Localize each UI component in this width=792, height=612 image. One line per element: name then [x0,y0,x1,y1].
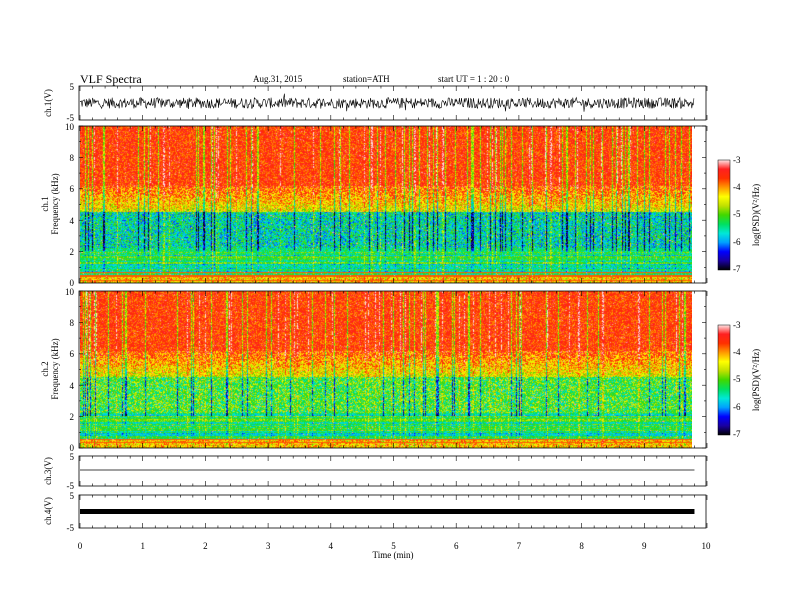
ch2-colorbar-label: log(PSD)(V²/Hz) [751,349,761,411]
xtick-label: 9 [642,541,647,551]
colorbar-tick: -3 [733,155,741,165]
xtick-label: 3 [266,541,271,551]
ch2-spec-ylabel: ch.2 Frequency (kHz) [40,338,60,399]
colorbar-tick: -4 [733,347,741,357]
ytick-label: 8 [70,318,75,328]
ch1-colorbar-swatch [717,159,731,271]
ytick-label: 8 [70,153,75,163]
ch2-spec-ytick-labels: 10 8 6 4 2 0 [65,287,75,453]
ytick-label: 5 [70,491,75,501]
ch3-wave-ylabel: ch.3(V) [43,457,53,485]
colorbar-tick: -6 [733,402,741,412]
colorbar-tick: -5 [733,374,741,384]
colorbar-tick: -7 [733,264,741,274]
xtick-labels: 0 1 2 3 4 5 6 7 8 9 10 [78,541,711,551]
x-axis-label: Time (min) [373,550,414,560]
date-label: Aug.31, 2015 [253,74,303,84]
colorbar-tick: -6 [733,237,741,247]
station-label: station=ATH [343,74,390,84]
ch1-spectrogram [80,126,692,283]
ytick-label: 0 [70,278,75,288]
ch1-spec-ylabel: ch.1 Frequency (kHz) [40,173,60,234]
ch2-spectrogram [80,291,692,448]
ytick-label: 4 [70,381,75,391]
ch1-spec-ylabel-line2: Frequency (kHz) [50,173,60,234]
xtick-label: 5 [391,541,396,551]
ytick-label: 10 [65,287,75,297]
ch3-wave-ytick-labels: 5 -5 [67,452,75,491]
ytick-label: 10 [65,122,75,132]
ch1-colorbar: -3 -4 -5 -6 -7 log(PSD)(V²/Hz) [717,155,761,274]
ch2-colorbar: -3 -4 -5 -6 -7 log(PSD)(V²/Hz) [717,320,761,439]
ch4-waveform [80,509,695,514]
ytick-label: 2 [70,412,75,422]
xtick-label: 1 [140,541,145,551]
ytick-label: 6 [70,349,75,359]
ytick-label: -5 [67,113,75,123]
xtick-label: 6 [454,541,459,551]
ch3-wave-panel [78,455,707,487]
xtick-label: 2 [203,541,208,551]
ch4-wave-ytick-labels: 5 -5 [67,491,75,533]
ytick-label: 2 [70,247,75,257]
ch1-wave-ylabel: ch.1(V) [43,89,53,117]
ch4-wave-panel [78,494,707,529]
xtick-label: 7 [517,541,522,551]
ch1-spec-ylabel-line1: ch.1 [40,196,50,211]
xtick-label: 8 [579,541,584,551]
start-time-label: start UT = 1 : 20 : 0 [438,74,510,84]
ch1-wave-ytick-labels: 5 -5 [67,82,75,123]
ch4-wave-ylabel: ch.4(V) [43,497,53,525]
ytick-label: 5 [70,452,75,462]
ch2-spec-ylabel-line2: Frequency (kHz) [50,338,60,399]
ch1-wave-panel [78,85,707,121]
ch1-colorbar-label: log(PSD)(V²/Hz) [751,184,761,246]
ytick-label: 6 [70,184,75,194]
ytick-label: 4 [70,216,75,226]
ytick-label: 5 [70,82,75,92]
ch1-spec-ytick-labels: 10 8 6 4 2 0 [65,122,75,288]
ytick-label: -5 [67,523,75,533]
colorbar-tick: -5 [733,209,741,219]
colorbar-tick: -4 [733,182,741,192]
ch2-spec-ylabel-line1: ch.2 [40,361,50,376]
axis-ticks [79,86,708,528]
figure-title: VLF Spectra [80,72,142,86]
ytick-label: -5 [67,481,75,491]
ch1-waveform [79,93,695,112]
ch2-colorbar-swatch [717,324,731,436]
ytick-label: 0 [70,443,75,453]
colorbar-tick: -7 [733,429,741,439]
xtick-label: 10 [702,541,712,551]
xtick-label: 0 [78,541,83,551]
xtick-label: 4 [329,541,334,551]
colorbar-tick: -3 [733,320,741,330]
